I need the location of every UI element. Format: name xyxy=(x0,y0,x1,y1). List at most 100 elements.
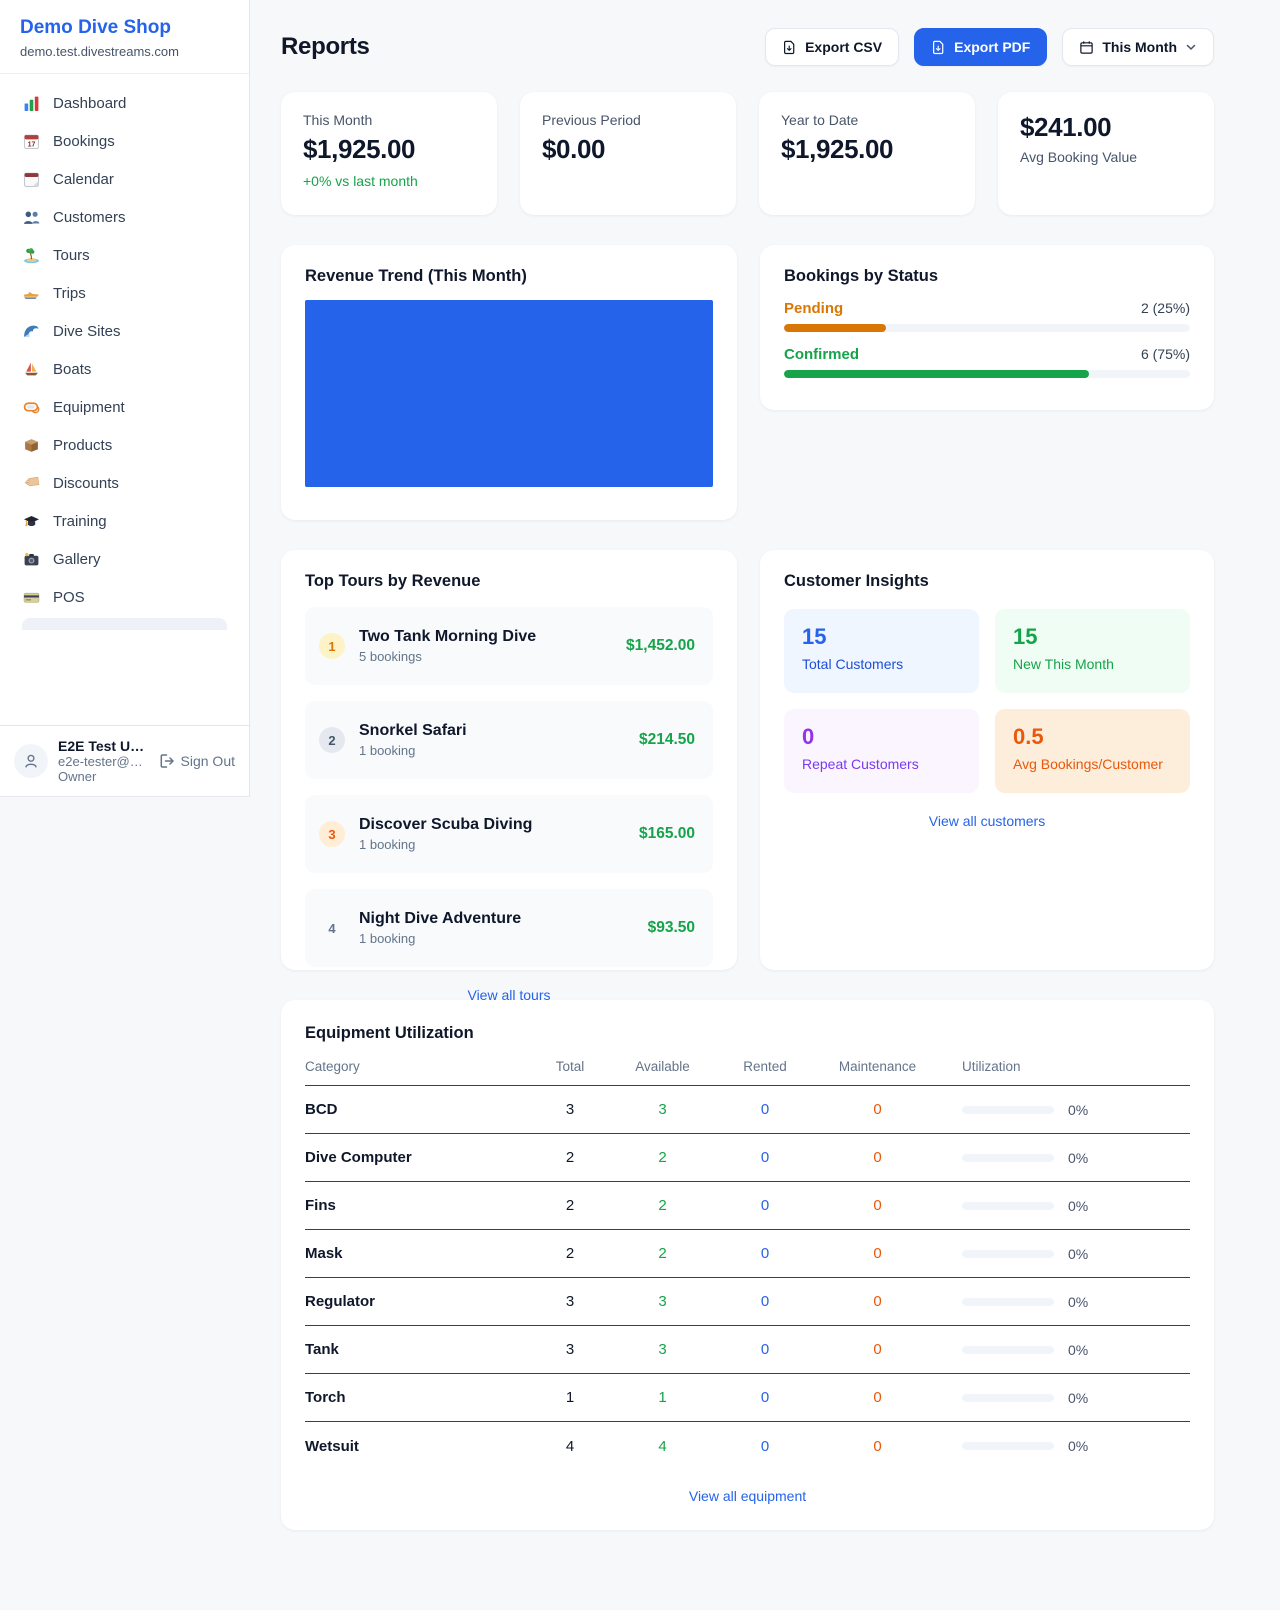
sidebar-item-label: Products xyxy=(53,436,113,454)
stat-delta: +0% vs last month xyxy=(303,173,418,189)
sidebar-item-label: Bookings xyxy=(53,132,115,150)
sidebar-item-tours[interactable]: Tours xyxy=(12,236,237,274)
svg-text:17: 17 xyxy=(27,141,35,148)
package-icon xyxy=(22,436,40,454)
stat-year-to-date: Year to Date $1,925.00 xyxy=(759,92,975,215)
sidebar-item-label: Training xyxy=(53,512,107,530)
revenue-trend-card: Revenue Trend (This Month) xyxy=(281,245,737,520)
utilization-bar xyxy=(962,1345,1054,1354)
equipment-table: Category Total Available Rented Maintena… xyxy=(305,1059,1190,1470)
export-csv-button[interactable]: Export CSV xyxy=(765,28,900,66)
sidebar-nav: Dashboard 17 Bookings Calendar Customers… xyxy=(0,74,249,725)
sidebar-item-pos[interactable]: POS xyxy=(12,578,237,616)
sidebar-item-partial[interactable] xyxy=(22,618,227,630)
file-download-icon xyxy=(784,40,795,54)
view-all-equipment-link[interactable]: View all equipment xyxy=(688,1488,807,1504)
tour-row: 1 Two Tank Morning Dive 5 bookings $1,45… xyxy=(305,607,713,685)
status-row-confirmed: Confirmed 6 (75%) xyxy=(784,346,1190,378)
graduation-cap-icon xyxy=(22,512,40,530)
view-all-tours-link[interactable]: View all tours xyxy=(467,987,551,1003)
equipment-utilization-card: Equipment Utilization Category Total Ava… xyxy=(281,1000,1214,1530)
sidebar: Demo Dive Shop demo.test.divestreams.com… xyxy=(0,0,250,797)
sidebar-item-equipment[interactable]: Equipment xyxy=(12,388,237,426)
customer-insights-card: Customer Insights 15 Total Customers 15 … xyxy=(760,550,1214,970)
table-row: BCD 3 3 0 0 0% xyxy=(305,1086,1190,1134)
avatar xyxy=(14,744,48,778)
chevron-down-icon xyxy=(1186,44,1196,50)
sidebar-item-label: Trips xyxy=(53,284,86,302)
user-email: e2e-tester@… xyxy=(58,754,143,769)
tile-new-this-month: 15 New This Month xyxy=(995,609,1190,693)
sign-out-icon xyxy=(160,754,174,768)
sailboat-icon xyxy=(22,360,40,378)
sidebar-item-label: Discounts xyxy=(53,474,119,492)
page-title: Reports xyxy=(281,33,370,60)
sidebar-item-boats[interactable]: Boats xyxy=(12,350,237,388)
sidebar-item-label: Dive Sites xyxy=(53,322,121,340)
revenue-trend-title: Revenue Trend (This Month) xyxy=(305,267,527,285)
sidebar-item-training[interactable]: Training xyxy=(12,502,237,540)
status-row-pending: Pending 2 (25%) xyxy=(784,300,1190,332)
sidebar-item-dive-sites[interactable]: Dive Sites xyxy=(12,312,237,350)
calendar-date-icon: 17 xyxy=(22,132,40,150)
utilization-bar xyxy=(962,1442,1054,1450)
top-tours-title: Top Tours by Revenue xyxy=(305,572,481,590)
sidebar-item-label: Tours xyxy=(53,246,90,264)
revenue-trend-chart xyxy=(305,300,713,487)
tile-avg-bookings-customer: 0.5 Avg Bookings/Customer xyxy=(995,709,1190,793)
utilization-bar xyxy=(962,1393,1054,1402)
page-header: Reports Export CSV Export PDF This Month xyxy=(281,28,1214,66)
user-role: Owner xyxy=(58,769,97,784)
utilization-bar xyxy=(962,1297,1054,1306)
sidebar-item-bookings[interactable]: 17 Bookings xyxy=(12,122,237,160)
sidebar-header: Demo Dive Shop demo.test.divestreams.com xyxy=(0,0,249,74)
sidebar-item-products[interactable]: Products xyxy=(12,426,237,464)
island-icon xyxy=(22,246,40,264)
sidebar-item-label: Dashboard xyxy=(53,94,127,112)
calendar-icon xyxy=(1080,40,1094,54)
export-pdf-button[interactable]: Export PDF xyxy=(914,28,1048,66)
table-row: Regulator 3 3 0 0 0% xyxy=(305,1278,1190,1326)
stat-this-month: This Month $1,925.00 +0% vs last month xyxy=(281,92,497,215)
table-header-row: Category Total Available Rented Maintena… xyxy=(305,1059,1190,1086)
sidebar-item-dashboard[interactable]: Dashboard xyxy=(12,84,237,122)
rank-badge: 3 xyxy=(319,821,345,847)
shop-name: Demo Dive Shop xyxy=(20,17,171,38)
tag-icon xyxy=(22,474,40,492)
speedboat-icon xyxy=(22,284,40,302)
shop-domain: demo.test.divestreams.com xyxy=(20,44,179,59)
tile-total-customers: 15 Total Customers xyxy=(784,609,979,693)
view-all-customers-link[interactable]: View all customers xyxy=(928,813,1046,829)
bookings-by-status-card: Bookings by Status Pending 2 (25%) Confi… xyxy=(760,245,1214,410)
tile-repeat-customers: 0 Repeat Customers xyxy=(784,709,979,793)
utilization-bar xyxy=(962,1201,1054,1210)
confirmed-progress-track xyxy=(784,370,1190,378)
top-tours-card: Top Tours by Revenue 1 Two Tank Morning … xyxy=(281,550,737,1003)
stat-avg-booking-value: $241.00 Avg Booking Value xyxy=(998,92,1214,215)
sidebar-item-gallery[interactable]: Gallery xyxy=(12,540,237,578)
period-dropdown[interactable]: This Month xyxy=(1062,28,1214,66)
stat-cards: This Month $1,925.00 +0% vs last month P… xyxy=(281,92,1214,215)
sidebar-item-trips[interactable]: Trips xyxy=(12,274,237,312)
wave-icon xyxy=(22,322,40,340)
user-name: E2E Test U… xyxy=(58,738,145,754)
pending-progress-fill xyxy=(784,324,886,332)
sidebar-item-calendar[interactable]: Calendar xyxy=(12,160,237,198)
sidebar-item-discounts[interactable]: Discounts xyxy=(12,464,237,502)
table-row: Fins 2 2 0 0 0% xyxy=(305,1182,1190,1230)
utilization-bar xyxy=(962,1105,1054,1114)
sidebar-user-section: E2E Test U… e2e-tester@… Owner Sign Out xyxy=(0,725,249,796)
sidebar-item-label: Equipment xyxy=(53,398,125,416)
table-row: Torch 1 1 0 0 0% xyxy=(305,1374,1190,1422)
sign-out-button[interactable]: Sign Out xyxy=(159,753,235,769)
tear-calendar-icon xyxy=(22,170,40,188)
table-row: Dive Computer 2 2 0 0 0% xyxy=(305,1134,1190,1182)
sidebar-item-label: Boats xyxy=(53,360,92,378)
rank-badge: 2 xyxy=(319,727,345,753)
sidebar-item-label: Customers xyxy=(53,208,126,226)
sidebar-item-customers[interactable]: Customers xyxy=(12,198,237,236)
bookings-by-status-title: Bookings by Status xyxy=(784,267,939,285)
main-content: Reports Export CSV Export PDF This Month… xyxy=(250,0,1280,1530)
credit-card-icon xyxy=(22,588,40,606)
person-icon xyxy=(25,754,37,768)
